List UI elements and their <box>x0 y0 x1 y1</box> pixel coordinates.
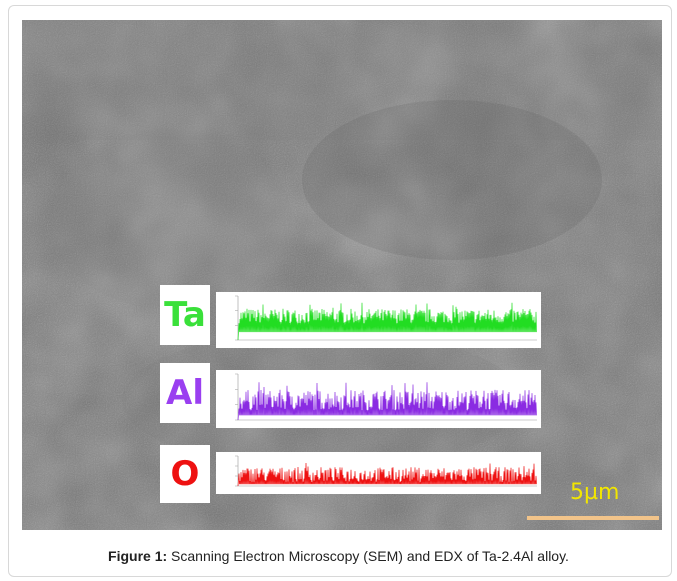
sem-texture <box>22 20 662 530</box>
element-symbol-al: Al <box>166 373 204 413</box>
caption-label: Figure 1: <box>108 548 168 564</box>
spectrum-trace <box>237 302 537 341</box>
figure-caption: Figure 1: Scanning Electron Microscopy (… <box>0 548 677 564</box>
element-symbol-o: O <box>170 454 200 494</box>
element-label-ta: Ta <box>160 285 210 345</box>
spectrum-trace <box>237 382 537 421</box>
sem-micrograph: Ta Al O 5µm <box>22 20 662 530</box>
caption-text: Scanning Electron Microscopy (SEM) and E… <box>167 548 569 564</box>
edx-spectrum-ta <box>216 292 541 348</box>
element-label-o: O <box>160 445 210 503</box>
element-label-al: Al <box>160 363 210 423</box>
scale-bar-label: 5µm <box>570 480 620 505</box>
element-symbol-ta: Ta <box>164 295 206 335</box>
scale-bar <box>527 516 659 520</box>
edx-spectrum-al <box>216 370 541 428</box>
spectrum-trace <box>237 462 537 487</box>
edx-spectrum-o <box>216 452 541 494</box>
